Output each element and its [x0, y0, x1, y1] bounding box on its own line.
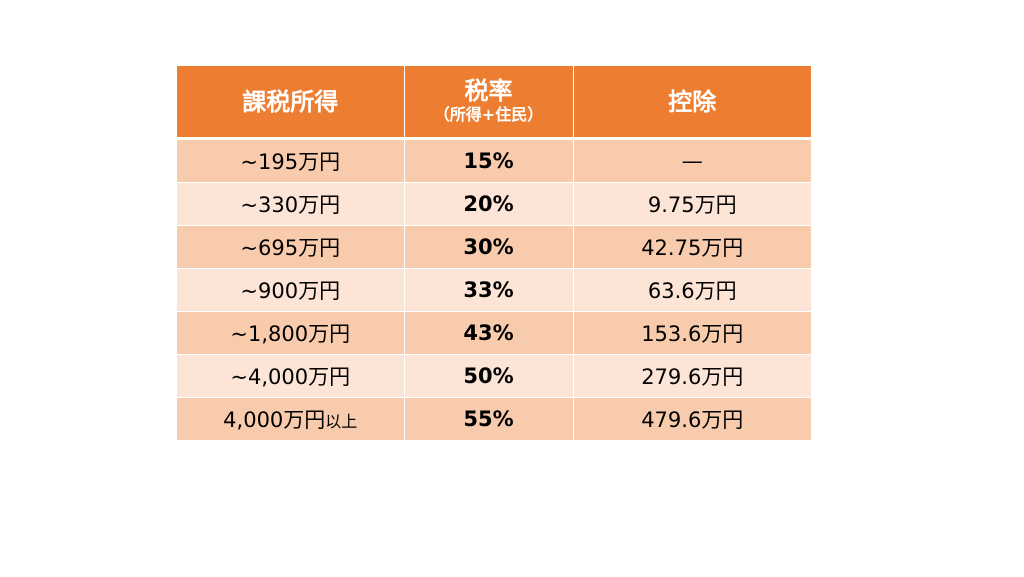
deduction-cell: 9.75万円	[573, 182, 811, 226]
table-row: ~4,000万円 50% 279.6万円	[177, 354, 811, 398]
table-row: 4,000万円以上 55% 479.6万円	[177, 397, 811, 441]
header-rate-label: 税率	[464, 76, 513, 105]
income-cell: 4,000万円以上	[177, 397, 405, 441]
header-rate: 税率 （所得+住民）	[404, 66, 574, 140]
deduction-cell: 153.6万円	[573, 311, 811, 355]
table-row: ~900万円 33% 63.6万円	[177, 268, 811, 312]
table-row: ~330万円 20% 9.75万円	[177, 182, 811, 226]
header-income-label: 課税所得	[242, 87, 339, 116]
income-cell: ~1,800万円	[177, 311, 405, 355]
rate-cell: 15%	[404, 138, 574, 183]
header-deduction: 控除	[573, 66, 811, 140]
deduction-cell: 63.6万円	[573, 268, 811, 312]
deduction-cell: —	[573, 138, 811, 183]
tax-rate-table: 課税所得 税率 （所得+住民） 控除 ~195万円 15% — ~330万円 2…	[177, 66, 811, 441]
rate-cell: 20%	[404, 182, 574, 226]
table-header-row: 課税所得 税率 （所得+住民） 控除	[177, 66, 811, 140]
table-row: ~195万円 15% —	[177, 138, 811, 183]
income-cell: ~330万円	[177, 182, 405, 226]
income-cell: ~900万円	[177, 268, 405, 312]
income-cell: ~4,000万円	[177, 354, 405, 398]
rate-cell: 33%	[404, 268, 574, 312]
table-row: ~695万円 30% 42.75万円	[177, 225, 811, 269]
deduction-cell: 479.6万円	[573, 397, 811, 441]
income-cell: ~195万円	[177, 138, 405, 183]
income-cell: ~695万円	[177, 225, 405, 269]
table-row: ~1,800万円 43% 153.6万円	[177, 311, 811, 355]
rate-cell: 55%	[404, 397, 574, 441]
header-income: 課税所得	[177, 66, 405, 140]
deduction-cell: 42.75万円	[573, 225, 811, 269]
rate-cell: 50%	[404, 354, 574, 398]
rate-cell: 30%	[404, 225, 574, 269]
header-deduction-label: 控除	[668, 87, 717, 116]
header-rate-sublabel: （所得+住民）	[433, 104, 544, 124]
rate-cell: 43%	[404, 311, 574, 355]
deduction-cell: 279.6万円	[573, 354, 811, 398]
